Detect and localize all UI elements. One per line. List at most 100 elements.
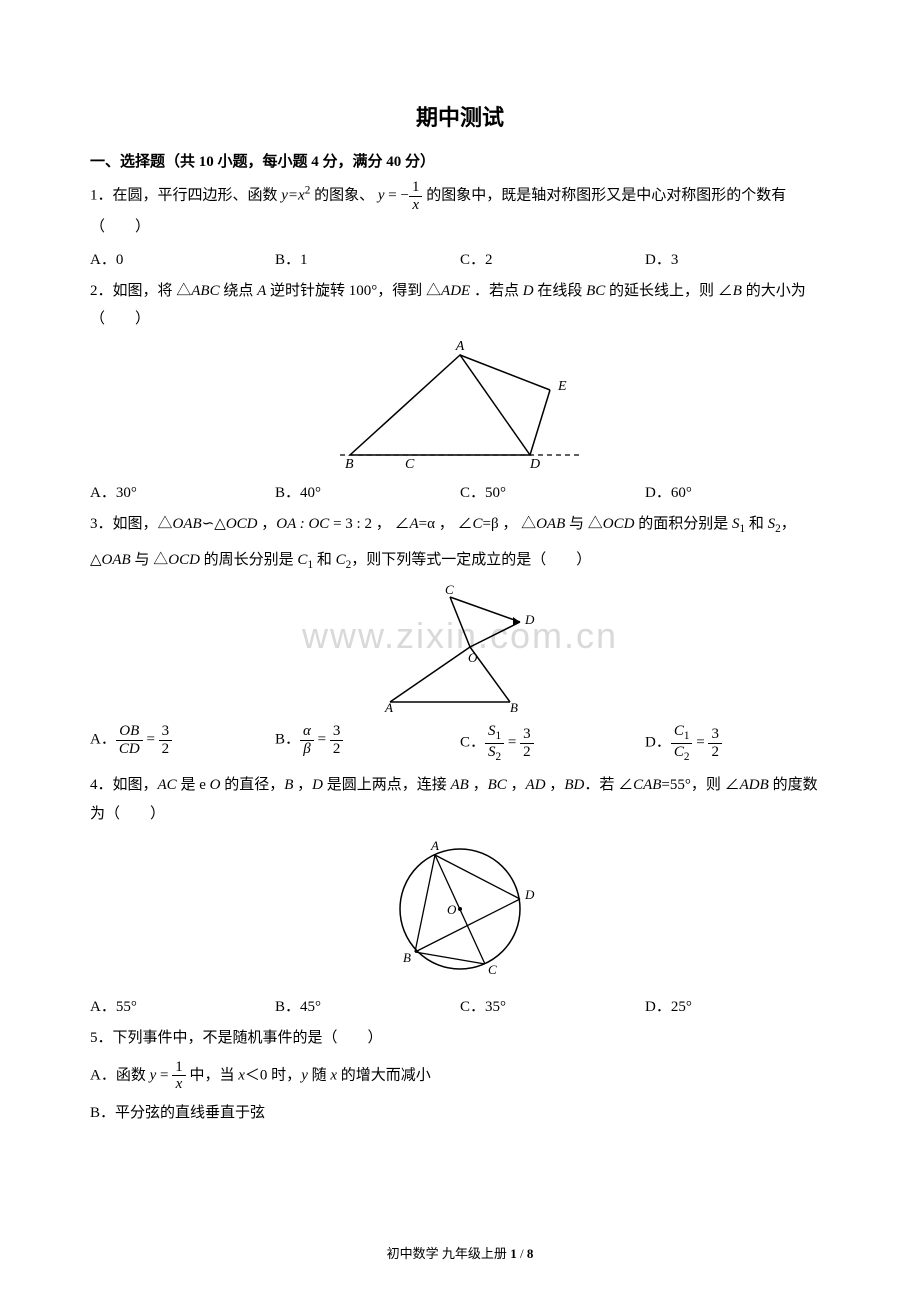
q4-opt-c: C．35° <box>460 995 645 1016</box>
q3-t2b: = 3 : 2 ， ∠ <box>329 516 409 532</box>
q3-t1: 3．如图，△ <box>90 516 173 532</box>
q4-ab: AB <box>451 777 469 793</box>
q3b-d: β <box>303 741 310 757</box>
q2-abc: ABC <box>191 283 219 299</box>
footer-total: 8 <box>527 1246 534 1261</box>
q5a-den: x <box>176 1076 183 1092</box>
q5a-pre: A．函数 <box>90 1067 150 1083</box>
q3d-ns: 1 <box>684 730 690 742</box>
q4-d: D <box>312 777 323 793</box>
footer-label: 初中数学 九年级上册 <box>387 1246 511 1261</box>
fig-label-e: E <box>557 379 567 394</box>
q3c-ds: 2 <box>496 751 502 763</box>
q3-t10: ，则下列等式一定成立的是（ ） <box>351 552 591 568</box>
section-heading: 一、选择题（共 10 小题，每小题 4 分，满分 40 分） <box>90 150 830 171</box>
q2-t2: 绕点 <box>220 283 258 299</box>
q2-bang: B <box>733 283 742 299</box>
q1-mid: 的图象、 <box>310 187 374 203</box>
q2-bc: BC <box>586 283 605 299</box>
q3a-rn: 3 <box>159 723 173 741</box>
q3-oab3: OAB <box>102 552 131 568</box>
q3c-rn: 3 <box>520 726 534 744</box>
q3-and2: 和 <box>313 552 336 568</box>
q5-opt-a: A．函数 y = 1x 中，当 x＜0 时，y 随 x 的增大而减小 <box>90 1059 830 1093</box>
q3-t3: ， ∠ <box>435 516 473 532</box>
fig-label-d: D <box>529 457 540 470</box>
q3-ratio: OA : OC <box>276 516 329 532</box>
fig-label-c: C <box>405 457 415 470</box>
q3b-eq: = <box>314 732 330 748</box>
q4-opt-b: B．45° <box>275 995 460 1016</box>
q4-o: O <box>210 777 221 793</box>
q4-b: B <box>284 777 293 793</box>
q1-options: A．0 B．1 C．2 D．3 <box>90 248 830 269</box>
q3-fig-d: D <box>524 612 535 627</box>
q1-frac-den: x <box>412 197 419 213</box>
q2-t4: ．若点 <box>470 283 523 299</box>
q3-fig-o: O <box>468 650 478 665</box>
q3-C: C <box>472 516 482 532</box>
q4-bc: BC <box>488 777 507 793</box>
q3-and1: 和 <box>745 516 768 532</box>
q3b-rn: 3 <box>330 723 344 741</box>
q4-t6: ．若 ∠ <box>584 777 633 793</box>
q1-opt-d: D．3 <box>645 248 830 269</box>
q3-opt-a: A．OBCD = 32 <box>90 723 275 763</box>
q3-fig-b: B <box>510 700 518 712</box>
q4-cab: CAB <box>633 777 661 793</box>
q1-frac: 1x <box>409 179 423 213</box>
page-footer: 初中数学 九年级上册 1 / 8 <box>0 1243 920 1262</box>
q5a-y2: y <box>301 1067 308 1083</box>
q2-opt-a: A．30° <box>90 481 275 502</box>
q5a-with: 随 <box>308 1067 331 1083</box>
q3-ocd2: OCD <box>603 516 635 532</box>
q3a-pre: A． <box>90 732 116 748</box>
q3d-eq: = <box>692 735 708 751</box>
q2-opt-d: D．60° <box>645 481 830 502</box>
q3-t8: 与 △ <box>131 552 169 568</box>
q3-t4: ， △ <box>499 516 537 532</box>
q1-eq: y=x <box>281 187 304 203</box>
q1-opt-a: A．0 <box>90 248 275 269</box>
q4-t3: 的直径， <box>220 777 284 793</box>
q3-t2: ， <box>257 516 276 532</box>
q4-fig-b: B <box>403 950 411 965</box>
q3-oab2: OAB <box>536 516 565 532</box>
q2-d: D <box>523 283 534 299</box>
question-3b: △OAB 与 △OCD 的周长分别是 C1 和 C2，则下列等式一定成立的是（ … <box>90 546 830 576</box>
q3a-eq: = <box>143 732 159 748</box>
q3d-rd: 2 <box>708 744 722 761</box>
q5a-eq: = <box>156 1067 172 1083</box>
fig-label-a: A <box>455 340 465 354</box>
q2-t1: 2．如图，将 △ <box>90 283 191 299</box>
q4-t4: ， <box>293 777 312 793</box>
page-title: 期中测试 <box>90 100 830 132</box>
fig-label-b: B <box>345 457 354 470</box>
q3d-n: C <box>674 723 684 739</box>
q3d-ds: 2 <box>684 751 690 763</box>
q3-ocd: OCD <box>226 516 258 532</box>
q2-opt-c: C．50° <box>460 481 645 502</box>
q3-opt-b: B．αβ = 32 <box>275 723 460 763</box>
q3-options: A．OBCD = 32 B．αβ = 32 C．S1S2 = 32 D．C1C2… <box>90 723 830 763</box>
q2-t5: 在线段 <box>534 283 587 299</box>
q4-bd: BD <box>564 777 584 793</box>
q4-fig-c: C <box>488 962 497 977</box>
q3-opt-d: D．C1C2 = 32 <box>645 723 830 763</box>
q3-t9: 的周长分别是 <box>200 552 298 568</box>
q4-t5: 是圆上两点，连接 <box>323 777 451 793</box>
q3c-eq: = <box>504 735 520 751</box>
footer-sep: / <box>517 1246 527 1261</box>
q1-text: 1．在圆，平行四边形、函数 <box>90 187 281 203</box>
q3-A: A <box>409 516 418 532</box>
q3d-rn: 3 <box>708 726 722 744</box>
q3-c1l: C <box>297 552 307 568</box>
q1-y: y <box>378 187 385 203</box>
q4-fig-a: A <box>430 838 439 853</box>
q4-options: A．55° B．45° C．35° D．25° <box>90 995 830 1016</box>
q3b-pre: B． <box>275 732 300 748</box>
q1-frac-num: 1 <box>409 179 423 197</box>
q4-ac: AC <box>158 777 177 793</box>
q2-options: A．30° B．40° C．50° D．60° <box>90 481 830 502</box>
q4-fig-o: O <box>447 902 457 917</box>
